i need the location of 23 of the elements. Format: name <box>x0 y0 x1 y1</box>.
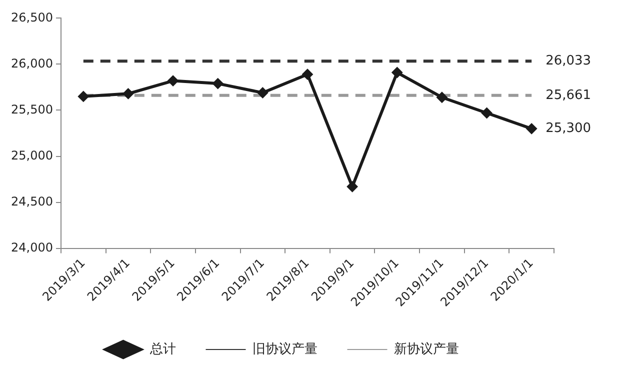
point <box>212 78 224 90</box>
annotation: 26,033 <box>546 54 592 69</box>
y-tick-label: 26,500 <box>10 10 53 24</box>
point <box>526 123 538 134</box>
y-tick-label: 26,000 <box>10 56 53 70</box>
y-tick-label: 25,500 <box>10 102 53 116</box>
point <box>436 92 448 103</box>
legend-label: 总计 <box>148 342 176 357</box>
point <box>346 181 358 192</box>
point <box>168 75 179 86</box>
annotation: 25,300 <box>546 121 592 136</box>
point <box>257 87 268 98</box>
legend-label: 旧协议产量 <box>252 342 318 357</box>
legend-label: 新协议产量 <box>394 342 459 357</box>
point <box>122 88 134 100</box>
y-tick-label: 25,000 <box>10 148 53 162</box>
point <box>481 108 492 119</box>
point <box>78 90 89 102</box>
point <box>392 67 403 78</box>
y-tick-label: 24,000 <box>10 240 53 254</box>
point <box>302 68 313 80</box>
y-tick-label: 24,500 <box>10 194 53 208</box>
annotation: 25,661 <box>546 88 592 103</box>
